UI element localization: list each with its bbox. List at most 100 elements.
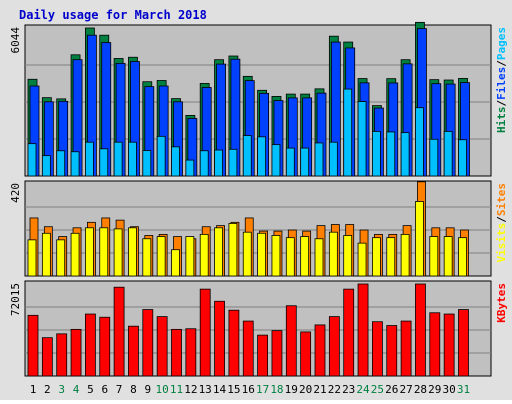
kbytes-bar: [400, 320, 412, 377]
day-label: 7: [116, 383, 123, 396]
pages-bar: [228, 148, 238, 177]
pages-bar: [257, 136, 267, 177]
day-label: 10: [156, 383, 169, 396]
legend-entry: Visits: [495, 223, 508, 263]
pages-bar: [128, 141, 137, 177]
visits-bar: [27, 239, 37, 277]
visits-bar: [271, 235, 281, 277]
visits-bar: [113, 228, 123, 277]
kbytes-bar: [415, 283, 426, 377]
day-label: 17: [256, 383, 269, 396]
visits-bar: [142, 238, 152, 277]
visits-bar: [41, 232, 51, 277]
kbytes-bar: [242, 320, 254, 377]
kbytes-bar: [300, 331, 312, 377]
day-label: 2: [44, 383, 51, 396]
visits-bar: [300, 236, 310, 277]
visits-sites-legend: Visits/Sites: [495, 183, 508, 263]
visits-bar: [214, 227, 223, 277]
day-label: 14: [213, 383, 227, 396]
hits-files-pages-max-label: 6044: [9, 27, 22, 54]
kbytes-bar: [156, 316, 168, 377]
pages-bar: [142, 150, 152, 177]
visits-bar: [386, 237, 396, 277]
day-label: 31: [457, 383, 470, 396]
visits-bar: [85, 227, 94, 277]
kbytes-bar: [386, 325, 398, 377]
kbytes-bar: [199, 288, 211, 377]
kbytes-bar: [443, 313, 455, 377]
day-label: 20: [299, 383, 312, 396]
kbytes-bar: [214, 300, 225, 377]
legend-entry: Sites: [495, 183, 508, 216]
kbytes-bar: [99, 316, 111, 377]
day-label: 26: [385, 383, 398, 396]
pages-bar: [56, 150, 66, 177]
pages-bar: [314, 142, 324, 177]
legend-entry: Files: [495, 67, 508, 100]
kbytes-bar: [85, 313, 96, 377]
day-label: 24: [356, 383, 370, 396]
visits-bar: [228, 223, 238, 277]
day-label: 1: [30, 383, 37, 396]
day-label: 21: [313, 383, 326, 396]
visits-bar: [128, 227, 137, 277]
day-label: 9: [144, 383, 151, 396]
pages-bar: [400, 132, 410, 177]
pages-bar: [429, 138, 439, 177]
kbytes-max-label: 72015: [9, 283, 22, 316]
hits-files-pages-bars: [25, 21, 491, 177]
pages-bar: [443, 131, 453, 177]
pages-bar: [214, 149, 223, 177]
legend-text: KBytes: [495, 283, 508, 323]
pages-bar: [371, 131, 381, 177]
chart-title: Daily usage for March 2018: [19, 8, 207, 22]
kbytes-bar: [271, 330, 283, 377]
kbytes-bar: [171, 328, 182, 377]
kbytes-bar: [458, 309, 469, 377]
legend-text: Visits/Sites: [495, 183, 508, 263]
day-label: 4: [73, 383, 80, 396]
day-label: 18: [270, 383, 283, 396]
legend-entry: KBytes: [495, 283, 508, 323]
pages-bar: [85, 141, 94, 177]
kbytes-bar: [113, 286, 125, 377]
day-label: 23: [342, 383, 355, 396]
day-label: 19: [285, 383, 298, 396]
visits-bar: [400, 233, 410, 277]
kbytes-bar: [357, 283, 369, 377]
legend-entry: /: [495, 60, 508, 67]
visits-bar: [458, 237, 467, 277]
visits-bar: [343, 235, 353, 277]
pages-bar: [41, 155, 51, 177]
day-label: 28: [414, 383, 427, 396]
legend-text: Hits/Files/Pages: [495, 27, 508, 133]
kbytes-bar: [27, 314, 39, 377]
kbytes-bar: [70, 328, 82, 377]
visits-bar: [429, 236, 439, 277]
visits-sites-bars: [25, 181, 491, 277]
visits-bar: [185, 236, 195, 277]
kbytes-bar: [142, 309, 154, 377]
kbytes-bar: [429, 312, 441, 377]
pages-bar: [242, 135, 252, 177]
pages-bar: [113, 141, 123, 177]
pages-bar: [386, 131, 396, 177]
day-label: 8: [130, 383, 137, 396]
kbytes-bar: [371, 321, 383, 377]
visits-bar: [156, 236, 166, 277]
day-label: 11: [170, 383, 183, 396]
visits-bar: [56, 239, 66, 277]
visits-bar: [443, 236, 453, 277]
pages-bar: [357, 101, 367, 177]
pages-bar: [271, 144, 281, 177]
kbytes-bar: [343, 288, 355, 377]
day-labels: 1 2 3 4 5 6 7 8 9 10 11 12 13 14 15 16 17 18 19 20 21 22 23 24 2…: [30, 383, 470, 396]
legend-entry: /: [495, 216, 508, 223]
kbytes-bar: [285, 305, 297, 377]
kbytes-bar: [56, 333, 68, 377]
pages-bar: [171, 146, 180, 177]
pages-bar: [343, 88, 353, 177]
